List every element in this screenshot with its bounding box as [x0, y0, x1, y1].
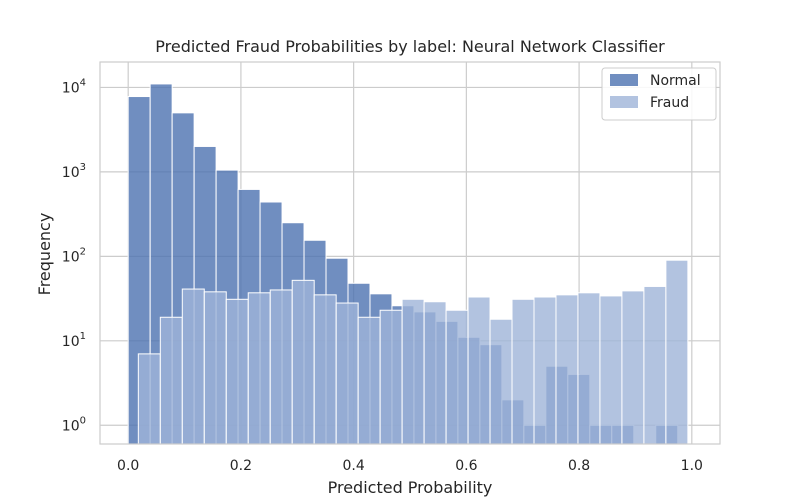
x-tick-label: 0.8 — [568, 458, 590, 474]
fraud-bar-2 — [181, 288, 205, 445]
y-tick-label: 102 — [62, 246, 86, 265]
fraud-bar-23 — [643, 285, 667, 445]
y-tick-label: 104 — [62, 77, 86, 96]
x-tick-label: 0.0 — [117, 458, 139, 474]
legend-swatch-fraud — [610, 96, 638, 108]
fraud-bar-13 — [423, 301, 447, 445]
fraud-bar-20 — [577, 292, 601, 445]
fraud-bar-18 — [533, 296, 557, 445]
fraud-bar-4 — [225, 298, 249, 445]
fraud-bar-8 — [313, 294, 337, 445]
x-tick-label: 1.0 — [681, 458, 703, 474]
fraud-bar-22 — [621, 290, 645, 445]
series-fraud-bars — [137, 259, 689, 445]
y-tick-label: 100 — [62, 415, 86, 434]
fraud-bar-12 — [401, 298, 425, 445]
fraud-bar-9 — [335, 302, 359, 445]
fraud-bar-0 — [137, 353, 161, 445]
fraud-bar-5 — [247, 292, 271, 445]
fraud-bar-3 — [203, 291, 227, 445]
y-tick-label: 103 — [62, 162, 86, 181]
x-axis-ticks: 0.0 0.2 0.4 0.6 0.8 1.0 — [117, 458, 703, 474]
fraud-bar-10 — [357, 316, 381, 445]
legend-label-fraud: Fraud — [650, 95, 689, 111]
plot-frame — [99, 61, 721, 445]
x-tick-label: 0.2 — [230, 458, 252, 474]
y-tick-label: 101 — [62, 331, 86, 350]
legend: Normal Fraud — [601, 67, 717, 121]
legend-label-normal: Normal — [650, 73, 701, 89]
legend-swatch-normal — [610, 74, 638, 86]
fraud-bar-15 — [467, 296, 491, 445]
fraud-bar-6 — [269, 289, 293, 445]
fraud-bar-24 — [665, 259, 689, 445]
fraud-bar-14 — [445, 309, 469, 445]
fraud-bar-16 — [489, 318, 513, 445]
fraud-bar-21 — [599, 295, 623, 445]
fraud-bar-19 — [555, 294, 579, 445]
chart-title: Predicted Fraud Probabilities by label: … — [155, 37, 665, 56]
fraud-bar-7 — [291, 279, 315, 445]
x-tick-label: 0.4 — [343, 458, 365, 474]
fraud-bar-1 — [159, 316, 183, 445]
x-tick-label: 0.6 — [455, 458, 477, 474]
y-axis-label: Frequency — [35, 213, 54, 296]
x-axis-label: Predicted Probability — [328, 478, 493, 497]
y-axis-ticks: 100 101 102 103 104 — [62, 77, 86, 434]
fraud-bar-11 — [379, 309, 403, 445]
fraud-bar-17 — [511, 298, 535, 445]
